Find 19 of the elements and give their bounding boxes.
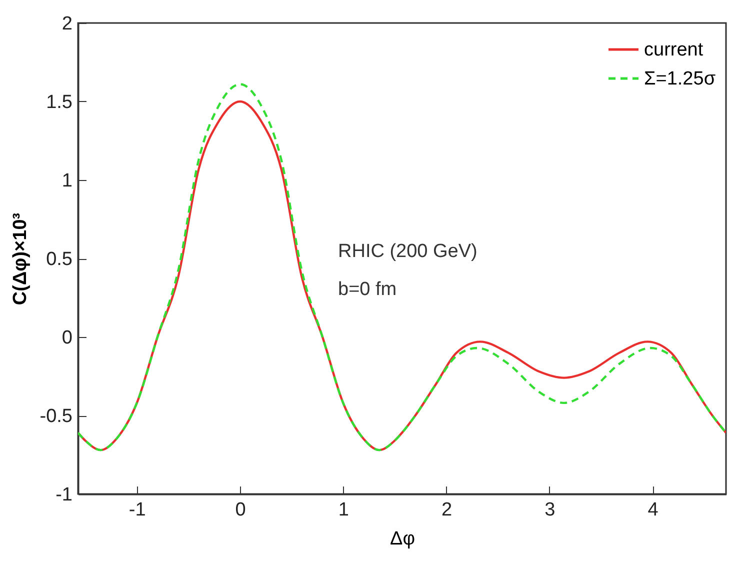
y-tick-label: -1 [56,484,72,506]
annotation: b=0 fm [338,279,397,300]
x-tick-label: 3 [544,500,556,520]
y-tick-label: 1 [62,170,72,192]
y-tick-label: 0.5 [46,249,72,270]
x-tick-label: -1 [128,500,146,520]
x-tick-label: 4 [648,500,659,520]
y-tick-label: -0.5 [40,406,72,427]
x-axis-title: Δφ [390,528,416,550]
legend-label: Σ=1.25σ [644,68,716,90]
y-tick-label: 0 [62,328,72,348]
annotation: RHIC (200 GeV) [338,241,478,262]
legend-label: current [644,40,704,60]
y-tick-label: 2 [62,14,72,34]
x-tick-label: 0 [235,500,246,520]
x-tick-label: 2 [441,500,452,520]
y-axis-title: C(Δφ)×10³ [10,212,31,306]
x-tick-label: 1 [338,500,349,520]
y-tick-label: 1.5 [46,92,72,113]
